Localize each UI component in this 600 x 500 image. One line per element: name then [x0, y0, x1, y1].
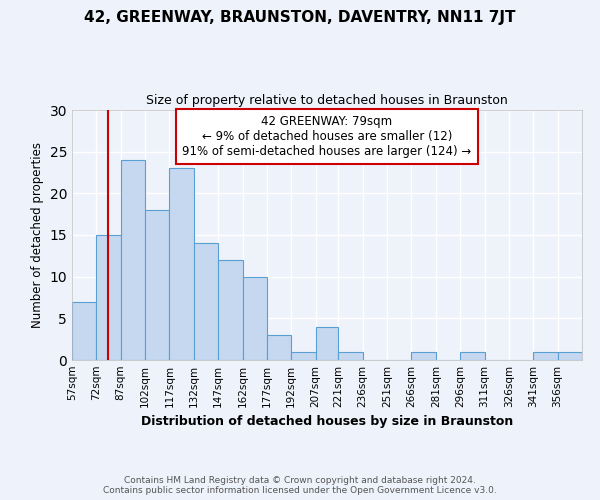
Bar [97, 235, 121, 360]
Bar [338, 352, 363, 360]
Bar [72, 302, 97, 360]
Bar [316, 326, 338, 360]
Bar [291, 352, 316, 360]
Text: 42, GREENWAY, BRAUNSTON, DAVENTRY, NN11 7JT: 42, GREENWAY, BRAUNSTON, DAVENTRY, NN11 … [84, 10, 516, 25]
Bar [242, 276, 267, 360]
Bar [218, 260, 242, 360]
Bar [557, 352, 582, 360]
Bar [121, 160, 145, 360]
Bar [533, 352, 557, 360]
Text: 42 GREENWAY: 79sqm
← 9% of detached houses are smaller (12)
91% of semi-detached: 42 GREENWAY: 79sqm ← 9% of detached hous… [182, 115, 472, 158]
Bar [412, 352, 436, 360]
Bar [145, 210, 169, 360]
Bar [267, 335, 291, 360]
Text: Contains HM Land Registry data © Crown copyright and database right 2024.
Contai: Contains HM Land Registry data © Crown c… [103, 476, 497, 495]
Title: Size of property relative to detached houses in Braunston: Size of property relative to detached ho… [146, 94, 508, 108]
Bar [194, 244, 218, 360]
Bar [169, 168, 194, 360]
X-axis label: Distribution of detached houses by size in Braunston: Distribution of detached houses by size … [141, 416, 513, 428]
Bar [460, 352, 485, 360]
Y-axis label: Number of detached properties: Number of detached properties [31, 142, 44, 328]
